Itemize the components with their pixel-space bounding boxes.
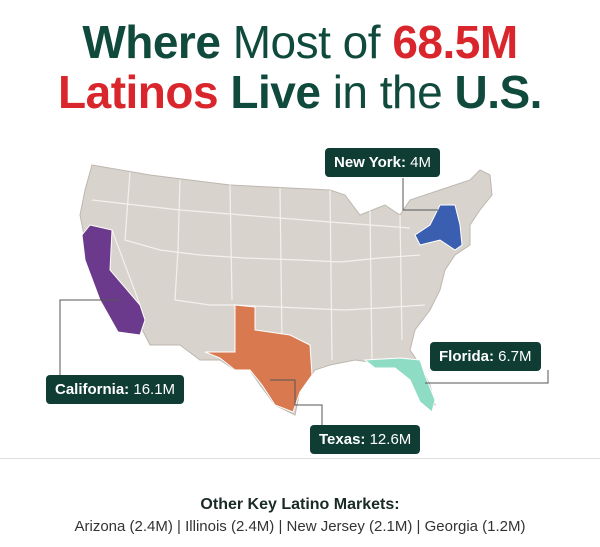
- title-word: Most of: [232, 16, 381, 68]
- state-texas: [204, 304, 313, 413]
- title-line: Latinos Live in the U.S.: [0, 66, 600, 118]
- title-word: Where: [82, 16, 221, 68]
- title-word: Live: [230, 66, 321, 118]
- market: Illinois (2.4M): [185, 518, 275, 535]
- callout-value: 12.6M: [369, 431, 412, 448]
- callout-label: California:: [55, 381, 130, 398]
- leader-lines: [59, 178, 549, 425]
- footer-markets: Arizona (2.4M) | Illinois (2.4M) | New J…: [74, 518, 526, 535]
- callout-label: Florida:: [439, 348, 494, 365]
- callout-label: Texas:: [319, 431, 366, 448]
- callout-value: 4M: [410, 154, 431, 171]
- separator: [0, 458, 600, 459]
- us-map: [59, 164, 549, 425]
- title-line: Where Most of 68.5M: [0, 16, 600, 68]
- state-california: [81, 224, 146, 336]
- callout-label: New York:: [334, 154, 406, 171]
- callout-florida: Florida: 6.7M: [430, 342, 541, 371]
- callout-value: 6.7M: [498, 348, 532, 365]
- callout-texas: Texas: 12.6M: [310, 425, 421, 454]
- title-word: in the: [332, 66, 443, 118]
- state-new-york: [414, 204, 463, 251]
- market: Arizona (2.4M): [74, 518, 173, 535]
- title-word: U.S.: [454, 66, 543, 118]
- market: New Jersey (2.1M): [286, 518, 413, 535]
- state-florida: [363, 357, 436, 413]
- title-number: 68.5M: [392, 16, 518, 68]
- callout-new-york: New York: 4M: [325, 148, 440, 177]
- callout-value: 16.1M: [133, 381, 176, 398]
- footer-heading: Other Key Latino Markets:: [200, 496, 400, 513]
- title-word: Latinos: [58, 66, 219, 118]
- callout-california: California: 16.1M: [46, 375, 185, 404]
- market: Georgia (1.2M): [424, 518, 526, 535]
